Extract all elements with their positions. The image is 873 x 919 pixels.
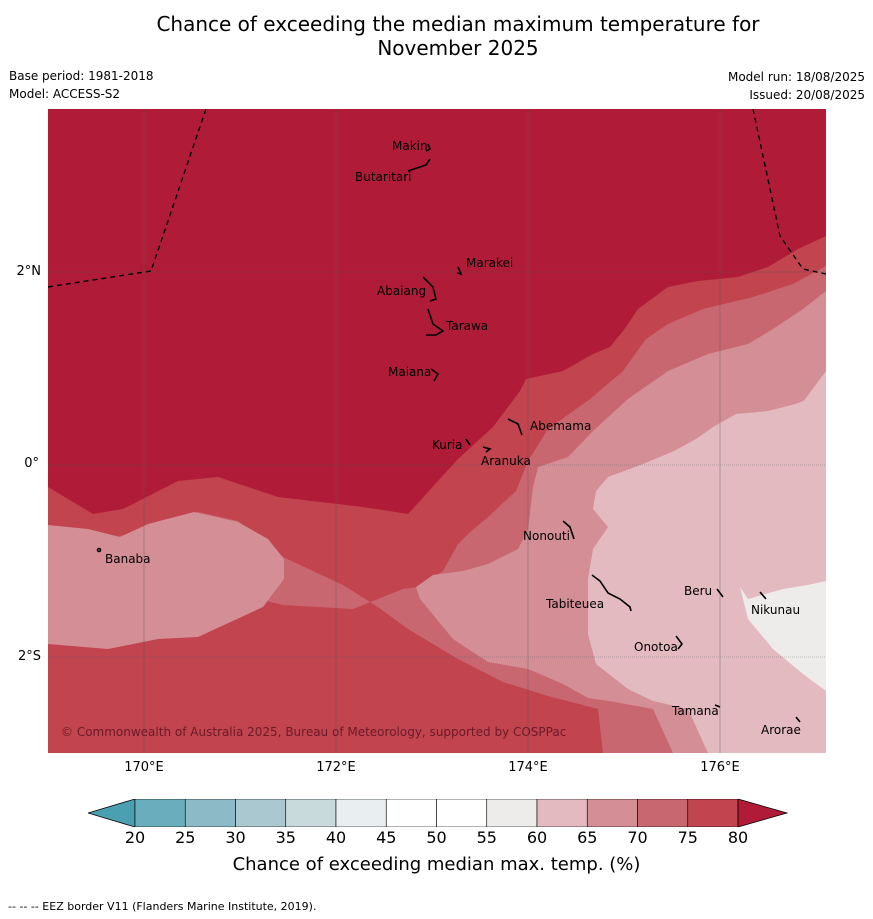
eez-footnote: -- -- -- EEZ border V11 (Flanders Marine… (8, 900, 317, 913)
label-tarawa: Tarawa (445, 319, 488, 333)
colorbar-tick-35: 35 (275, 828, 296, 847)
base-period: Base period: 1981-2018 (9, 69, 154, 83)
chart-title: Chance of exceeding the median maximum t… (0, 12, 873, 60)
lon-label-176e: 176°E (700, 760, 740, 775)
zone-55c (740, 529, 826, 587)
island-outlines (96, 143, 801, 723)
colorbar-tick-40: 40 (325, 828, 347, 847)
copyright-notice: © Commonwealth of Australia 2025, Bureau… (61, 725, 566, 739)
zone-60 (588, 371, 826, 753)
colorbar-bin-65 (586, 799, 638, 827)
eez-border (48, 109, 826, 288)
colorbar-tick-25: 25 (175, 828, 196, 847)
colorbar-tick-20: 20 (124, 828, 146, 847)
label-aranuka: Aranuka (481, 454, 531, 468)
colorbar-bin-25 (184, 799, 236, 827)
colorbar-bin-45 (385, 799, 437, 827)
label-nikunau: Nikunau (751, 603, 800, 617)
colorbar-label: Chance of exceeding median max. temp. (%… (232, 854, 641, 875)
colorbar-bin-20 (134, 799, 186, 827)
zone-55 (740, 581, 826, 691)
colorbar-bin-40 (335, 799, 387, 827)
colorbar-bin-70 (637, 799, 689, 827)
title-line-2: November 2025 (377, 36, 539, 60)
label-makin: Makin (392, 139, 428, 153)
label-beru: Beru (684, 584, 712, 598)
model-run: Model run: 18/08/2025 (727, 70, 865, 84)
colorbar-tick-65: 65 (577, 828, 598, 847)
colorbar-bin-75 (687, 799, 739, 827)
lat-label-2n: 2°N (16, 264, 42, 279)
colorbar-tick-45: 45 (376, 828, 397, 847)
model-name: Model: ACCESS-S2 (9, 87, 121, 101)
colorbar-over-arrow (737, 799, 788, 827)
label-banaba: Banaba (105, 552, 151, 566)
zone-55b (726, 374, 826, 461)
colorbar-tick-75: 75 (677, 828, 698, 847)
title-line-1: Chance of exceeding the median maximum t… (156, 12, 760, 36)
colorbar-tick-55: 55 (476, 828, 497, 847)
colorbar-tick-80: 80 (727, 828, 749, 847)
lon-label-172e: 172°E (316, 760, 356, 775)
label-butaritari: Butaritari (355, 170, 412, 184)
zone-65 (48, 512, 284, 649)
label-tabiteuea: Tabiteuea (545, 597, 604, 611)
colorbar-tick-50: 50 (426, 828, 447, 847)
colorbar-bin-50 (436, 799, 488, 827)
graticule (48, 109, 826, 753)
label-onotoa: Onotoa (634, 640, 678, 654)
lat-label-0: 0° (24, 456, 39, 471)
label-nonouti: Nonouti (523, 529, 570, 543)
lon-label-174e: 174°E (508, 760, 548, 775)
colorbar (88, 799, 788, 827)
label-abemama: Abemama (530, 419, 591, 433)
label-maiana: Maiana (388, 365, 431, 379)
colorbar-tick-60: 60 (526, 828, 548, 847)
colorbar-bin-35 (285, 799, 337, 827)
label-arorae: Arorae (761, 723, 801, 737)
lat-label-2s: 2°S (17, 649, 41, 664)
map-panel: Makin Butaritari Marakei Abaiang Tarawa … (48, 109, 826, 753)
issued-date: Issued: 20/08/2025 (749, 88, 865, 102)
label-kuria: Kuria (432, 438, 463, 452)
colorbar-tick-70: 70 (627, 828, 648, 847)
colorbar-bin-55 (486, 799, 538, 827)
colorbar-bin-30 (235, 799, 287, 827)
label-abaiang: Abaiang (377, 284, 426, 298)
label-tamana: Tamana (671, 704, 719, 718)
colorbar-under-arrow (88, 799, 136, 827)
colorbar-tick-30: 30 (225, 828, 246, 847)
colorbar-bin-60 (536, 799, 588, 827)
lon-label-170e: 170°E (124, 760, 164, 775)
label-marakei: Marakei (466, 256, 513, 270)
